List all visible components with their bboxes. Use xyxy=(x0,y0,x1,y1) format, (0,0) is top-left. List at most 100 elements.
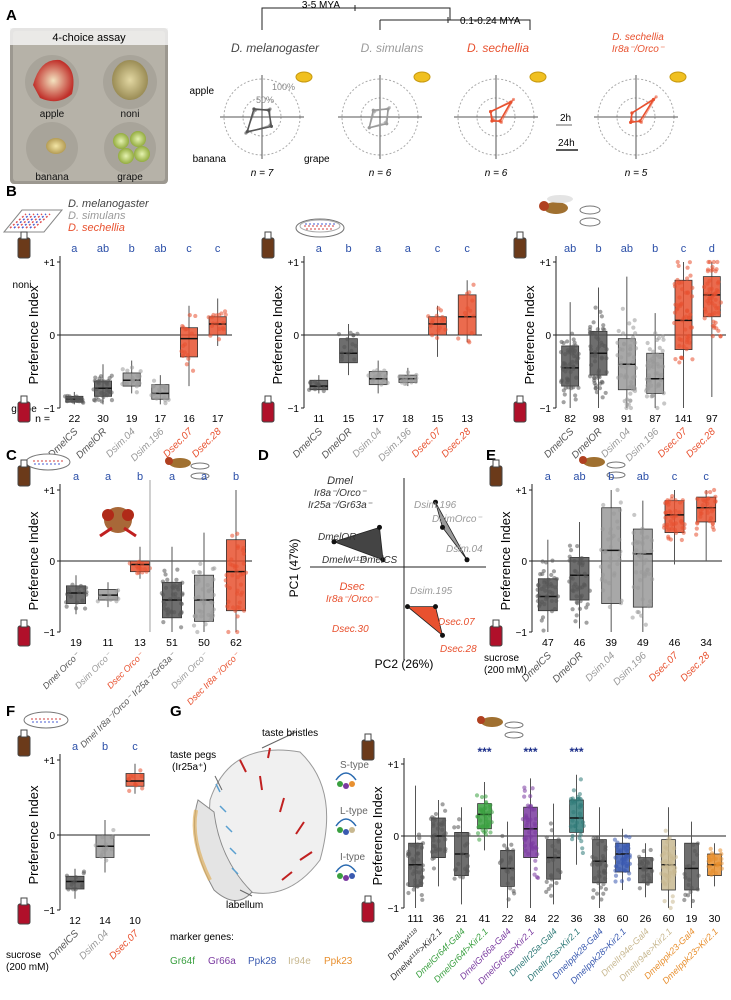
data-point xyxy=(497,860,503,866)
data-point xyxy=(208,617,213,622)
sig-letter: c xyxy=(186,243,192,255)
data-point xyxy=(230,605,236,610)
data-point xyxy=(704,490,709,495)
data-point xyxy=(565,380,570,385)
data-point xyxy=(600,395,605,400)
n-count: 15 xyxy=(432,413,444,425)
data-point xyxy=(419,881,424,886)
data-point xyxy=(601,856,606,861)
data-point xyxy=(646,571,652,576)
data-point xyxy=(529,826,534,831)
data-point xyxy=(626,877,631,882)
data-point xyxy=(681,344,686,349)
legend-24h: 24h xyxy=(558,138,575,149)
data-point xyxy=(685,893,691,898)
data-point xyxy=(471,282,476,287)
data-point xyxy=(588,347,594,352)
data-point xyxy=(570,818,575,823)
data-point xyxy=(591,860,596,865)
data-point xyxy=(373,374,378,379)
pca-point xyxy=(380,557,386,563)
data-point xyxy=(443,327,448,332)
data-point xyxy=(673,302,678,307)
data-point xyxy=(470,298,475,303)
data-point xyxy=(226,599,231,604)
data-point xyxy=(590,895,596,900)
photo-label-noni: noni xyxy=(121,109,140,120)
data-point xyxy=(377,374,382,379)
data-point xyxy=(630,359,636,365)
data-point xyxy=(549,583,554,589)
n-count: 19 xyxy=(686,913,698,925)
data-point xyxy=(713,499,718,504)
data-point xyxy=(661,337,666,342)
data-point xyxy=(69,882,74,887)
pca-group-sec xyxy=(406,606,444,637)
data-point xyxy=(417,870,422,875)
data-point xyxy=(138,369,143,374)
noni-bottle-icon xyxy=(489,459,503,487)
data-point xyxy=(127,777,132,782)
n-count: 36 xyxy=(571,913,583,925)
data-point xyxy=(615,519,620,524)
fly-icon-e xyxy=(579,456,626,479)
label-taste-pegs: taste pegs xyxy=(170,750,216,761)
pca-y-label: PC1 (47%) xyxy=(287,539,301,598)
data-point xyxy=(710,264,715,270)
data-point xyxy=(692,848,697,854)
data-point xyxy=(469,331,474,336)
data-point xyxy=(621,331,626,336)
data-point xyxy=(631,530,636,535)
data-point xyxy=(631,584,636,590)
sig-letter: c xyxy=(464,243,470,255)
data-point xyxy=(509,842,514,847)
data-point xyxy=(609,535,614,541)
data-point xyxy=(711,507,716,512)
sig-letter: a xyxy=(375,243,382,255)
data-point xyxy=(99,399,104,404)
data-point xyxy=(104,845,109,850)
data-point xyxy=(165,612,170,617)
data-point xyxy=(167,597,173,602)
n-count: 21 xyxy=(456,913,468,925)
data-point xyxy=(705,510,710,515)
data-point xyxy=(415,884,420,889)
data-point xyxy=(688,889,693,895)
data-point xyxy=(406,851,411,856)
data-point xyxy=(542,602,547,607)
data-point xyxy=(405,882,411,887)
data-point xyxy=(533,823,538,828)
data-point xyxy=(581,823,586,828)
n-count: 41 xyxy=(479,913,491,925)
data-point xyxy=(477,837,482,842)
n-count: 91 xyxy=(621,413,633,425)
data-point xyxy=(414,372,419,378)
data-point xyxy=(601,891,606,896)
n-count: 10 xyxy=(129,915,141,927)
data-point xyxy=(655,361,660,367)
dish-grid-icon xyxy=(2,209,64,233)
data-point xyxy=(170,592,175,597)
data-point xyxy=(438,308,444,313)
data-point xyxy=(638,578,643,583)
data-point xyxy=(556,850,561,855)
data-point xyxy=(411,887,416,892)
data-point xyxy=(623,834,628,839)
sig-letter: a xyxy=(105,471,112,483)
data-point xyxy=(679,337,684,343)
data-point xyxy=(623,365,629,370)
data-point xyxy=(682,525,687,531)
data-point xyxy=(186,356,191,361)
data-point xyxy=(206,315,211,320)
data-point xyxy=(235,544,240,549)
data-point xyxy=(643,570,648,575)
data-point xyxy=(193,614,199,619)
data-point xyxy=(206,589,211,594)
radar-series xyxy=(629,98,655,124)
radar-point xyxy=(371,108,375,112)
data-point xyxy=(703,292,708,297)
data-point xyxy=(608,530,613,536)
n-count: 36 xyxy=(433,913,445,925)
data-point xyxy=(618,373,624,378)
noni-bottle-icon xyxy=(261,231,275,259)
